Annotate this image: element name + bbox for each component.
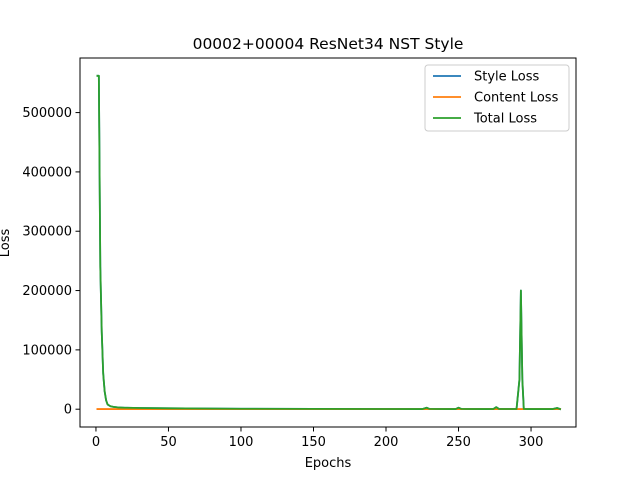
series-layer (96, 74, 562, 411)
x-tick-label: 250 (446, 435, 471, 450)
x-tick-label: 300 (519, 435, 544, 450)
y-tick-label: 0 (64, 403, 72, 418)
x-tick-label: 150 (301, 435, 326, 450)
legend-frame (424, 64, 570, 132)
x-tick-label: 0 (92, 435, 100, 450)
legend-label: Content Loss (474, 91, 559, 106)
y-tick-label: 500000 (22, 106, 72, 121)
y-axis: 0 100000 200000 300000 400000 500000 (22, 106, 80, 418)
x-axis: 0 50 100 150 200 250 300 (92, 427, 544, 450)
plot-frame (79, 57, 577, 428)
legend-label: Style Loss (474, 70, 540, 85)
x-tick-label: 200 (374, 435, 399, 450)
chart-title: 00002+00004 ResNet34 NST Style (193, 35, 464, 53)
y-tick-label: 200000 (22, 284, 72, 299)
legend-label: Total Loss (473, 112, 537, 127)
x-axis-title: Epochs (305, 456, 352, 471)
y-tick-label: 300000 (22, 225, 72, 240)
plot-area: 0 50 100 150 200 250 300 0 100000 200000 300000 40… (22, 57, 577, 450)
series-line-total-loss (96, 74, 562, 411)
y-tick-label: 400000 (22, 165, 72, 180)
legend: Style Loss Content Loss Total Loss (424, 64, 570, 132)
x-tick-label: 100 (229, 435, 254, 450)
x-tick-label: 50 (160, 435, 177, 450)
y-tick-label: 100000 (22, 343, 72, 358)
y-axis-title: Loss (0, 229, 13, 258)
